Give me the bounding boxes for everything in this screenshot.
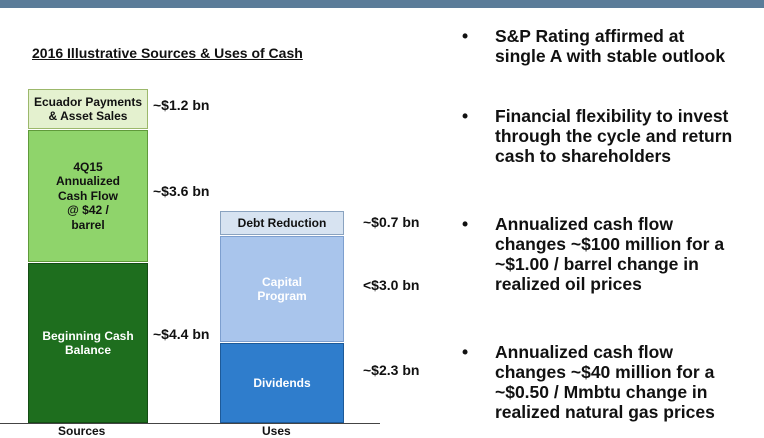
segment-label-line: Ecuador Payments	[33, 94, 143, 109]
header-bar	[0, 0, 764, 8]
segment-label-line: Debt Reduction	[237, 215, 327, 230]
bar-segment-cash-flow: 4Q15 Annualized Cash Flow @ $42 / barrel	[28, 130, 148, 262]
bullet-line: single A with stable outlook	[495, 46, 726, 66]
chart-title: 2016 Illustrative Sources & Uses of Cash	[32, 45, 303, 61]
segment-label-line: Balance	[64, 343, 112, 357]
segment-label-line: Dividends	[253, 375, 311, 390]
bullet-line: ~$1.00 / barrel change in	[495, 254, 699, 274]
bullet-line: S&P Rating affirmed at	[495, 26, 685, 46]
bar-segment-capital-program: Capital Program	[220, 236, 344, 342]
bar-segment-debt-reduction: Debt Reduction	[220, 211, 344, 235]
segment-label-line: Cash Flow	[57, 188, 118, 203]
bar-segment-ecuador: Ecuador Payments & Asset Sales	[28, 89, 148, 129]
x-axis-label-sources: Sources	[58, 424, 106, 438]
x-axis-label-uses: Uses	[262, 424, 291, 438]
segment-label-line: Capital	[261, 274, 302, 289]
bullet-line: realized natural gas prices	[495, 402, 715, 422]
bullet-line: cash to shareholders	[495, 146, 672, 166]
data-label-capital-program: <$3.0 bn	[363, 277, 420, 293]
data-label-dividends: ~$2.3 bn	[363, 362, 420, 378]
bullet-line: Financial flexibility to invest	[495, 106, 729, 126]
segment-label-line: 4Q15	[73, 160, 103, 175]
bar-segment-dividends: Dividends	[220, 343, 344, 423]
bullet-line: through the cycle and return	[495, 126, 733, 146]
segment-label-line: barrel	[71, 217, 105, 232]
bullet-marker: •	[462, 106, 469, 126]
chart-baseline	[0, 423, 380, 424]
bullet-line: realized oil prices	[495, 274, 642, 294]
bullet-line: changes ~$100 million for a	[495, 234, 725, 254]
data-label-beginning-cash: ~$4.4 bn	[153, 326, 210, 342]
bullet-line: ~$0.50 / Mmbtu change in	[495, 382, 708, 402]
bullet-marker: •	[462, 214, 469, 234]
data-label-debt-reduction: ~$0.7 bn	[363, 214, 420, 230]
data-label-ecuador: ~$1.2 bn	[153, 97, 210, 113]
segment-label-line: & Asset Sales	[48, 109, 128, 123]
bullet-marker: •	[462, 26, 469, 46]
bar-segment-beginning-cash: Beginning Cash Balance	[28, 263, 148, 423]
bullet-marker: •	[462, 342, 469, 362]
segment-label-line: @ $42 /	[67, 203, 109, 218]
bullet-line: changes ~$40 million for a	[495, 362, 715, 382]
bullet-line: Annualized cash flow	[495, 214, 673, 234]
data-label-cash-flow: ~$3.6 bn	[153, 183, 210, 199]
bullet-line: Annualized cash flow	[495, 342, 673, 362]
segment-label-line: Beginning Cash	[42, 328, 134, 343]
segment-label-line: Program	[257, 289, 307, 303]
segment-label-line: Annualized	[55, 174, 120, 189]
